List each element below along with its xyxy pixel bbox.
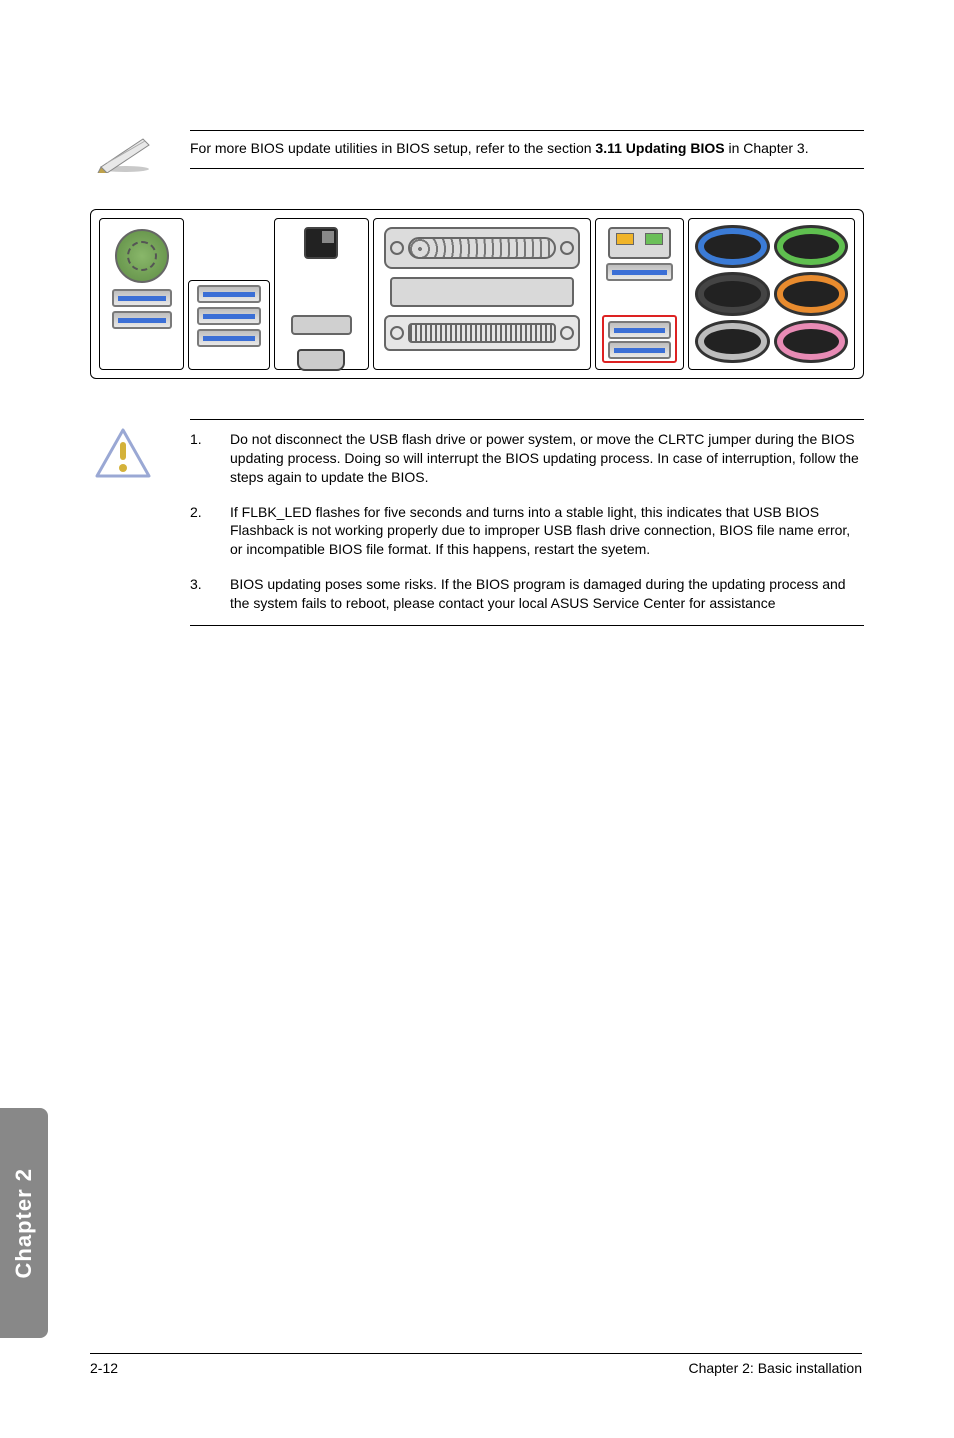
- audio-jack-mic-icon: [774, 320, 848, 363]
- audio-jack-rear-icon: [695, 272, 769, 315]
- usb3-port-icon: [608, 341, 671, 359]
- usb-flashback-highlight: [602, 315, 677, 363]
- caution-number: 1.: [190, 430, 208, 487]
- note-bold: 3.11 Updating BIOS: [595, 140, 724, 156]
- io-group-audio: [688, 218, 855, 370]
- caution-item: 1. Do not disconnect the USB flash drive…: [190, 430, 864, 487]
- rj45-port-icon: [608, 227, 671, 259]
- usb-port-icon: [197, 285, 260, 303]
- ps2-port-icon: [115, 229, 169, 283]
- usb3-port-icon: [608, 321, 671, 339]
- audio-jack-side-icon: [695, 320, 769, 363]
- caution-text: BIOS updating poses some risks. If the B…: [230, 575, 864, 613]
- usb-port-icon: [197, 329, 260, 347]
- io-group-vga-dvi: [373, 218, 591, 370]
- chapter-tab-label: Chapter 2: [11, 1168, 37, 1278]
- note-suffix: in Chapter 3.: [725, 140, 809, 156]
- note-text: For more BIOS update utilities in BIOS s…: [190, 139, 809, 158]
- dvi-port-icon: [384, 315, 580, 351]
- chapter-tab: Chapter 2: [0, 1108, 48, 1338]
- page-number: 2-12: [90, 1360, 118, 1376]
- caution-item: 3. BIOS updating poses some risks. If th…: [190, 575, 864, 613]
- io-group-lan-usb3: [595, 218, 684, 370]
- io-group-optical-hdmi: [274, 218, 369, 370]
- usb3-port-icon: [606, 263, 673, 281]
- audio-jack-center-icon: [774, 272, 848, 315]
- hdmi-slot-icon: [390, 277, 574, 307]
- caution-number: 2.: [190, 503, 208, 560]
- io-group-ps2-usb: [99, 218, 184, 370]
- io-panel-diagram: [90, 209, 864, 379]
- audio-jack-line-in-icon: [695, 225, 769, 268]
- usb-port-icon: [197, 307, 260, 325]
- caution-item: 2. If FLBK_LED flashes for five seconds …: [190, 503, 864, 560]
- io-group-usb-pair: [188, 280, 269, 370]
- note-prefix: For more BIOS update utilities in BIOS s…: [190, 140, 595, 156]
- chapter-title: Chapter 2: Basic installation: [688, 1360, 862, 1376]
- caution-block: 1. Do not disconnect the USB flash drive…: [190, 419, 864, 626]
- optical-port-icon: [304, 227, 338, 259]
- usb-port-icon: [112, 289, 172, 307]
- usb-port-icon: [112, 311, 172, 329]
- caution-number: 3.: [190, 575, 208, 613]
- vga-port-icon: [384, 227, 580, 269]
- page-footer: 2-12 Chapter 2: Basic installation: [90, 1353, 862, 1376]
- pencil-icon: [95, 133, 155, 178]
- caution-icon: [95, 428, 151, 483]
- note-block: For more BIOS update utilities in BIOS s…: [190, 130, 864, 169]
- caution-text: If FLBK_LED flashes for five seconds and…: [230, 503, 864, 560]
- hdmi-port-icon: [297, 349, 345, 371]
- caution-text: Do not disconnect the USB flash drive or…: [230, 430, 864, 487]
- audio-jack-line-out-icon: [774, 225, 848, 268]
- esata-port-icon: [291, 315, 352, 335]
